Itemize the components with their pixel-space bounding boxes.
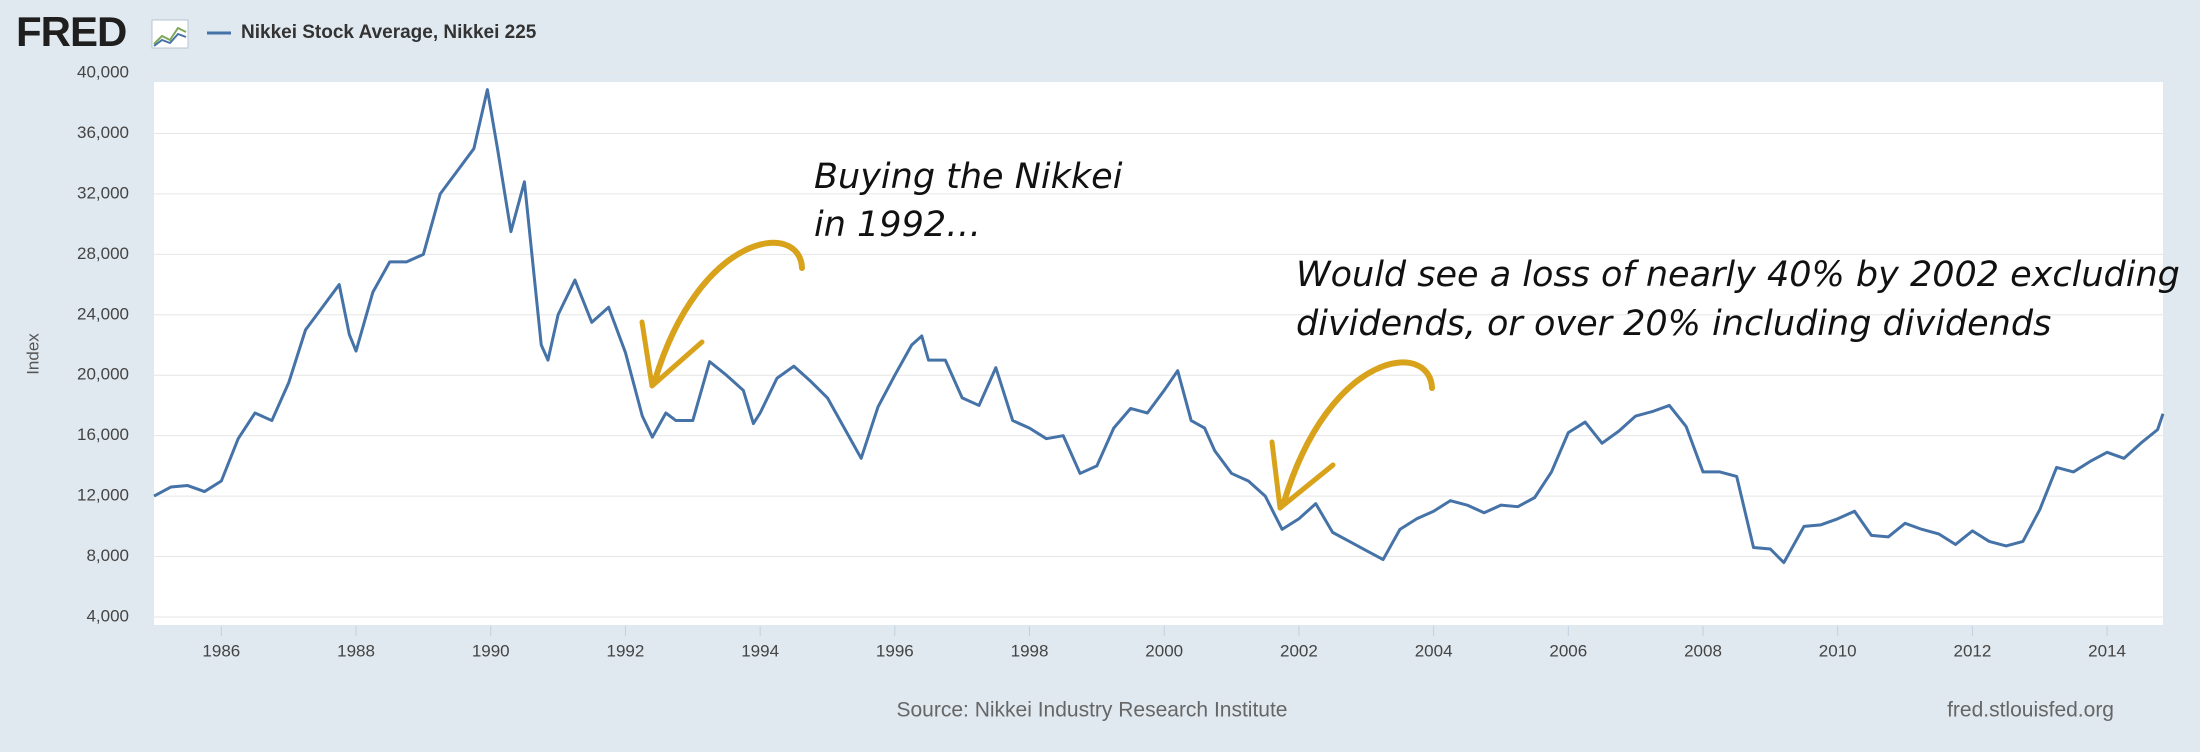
y-tick-label: 32,000	[77, 183, 129, 202]
annotation: in 1992…	[814, 205, 981, 245]
annotation: dividends, or over 20% including dividen…	[1296, 304, 2051, 344]
y-tick-label: 24,000	[77, 304, 129, 323]
arrows	[639, 239, 1435, 511]
data-line	[153, 88, 2165, 565]
y-tick-label: 12,000	[77, 486, 129, 505]
legend-label: Nikkei Stock Average, Nikkei 225	[241, 22, 537, 43]
x-tick-label: 2002	[1280, 641, 1318, 660]
x-tick-label: 1994	[741, 641, 779, 660]
y-tick-label: 8,000	[86, 546, 129, 565]
x-tick-label: 2006	[1549, 641, 1587, 660]
x-tick-label: 2014	[2088, 641, 2126, 660]
site: fred.stlouisfed.org	[1947, 699, 2114, 722]
arrowhead-2002	[1269, 439, 1336, 511]
arrow-2002	[1281, 359, 1435, 505]
x-tick-label: 1992	[607, 641, 645, 660]
arrowhead-1992	[639, 319, 705, 389]
x-tick-label: 2004	[1415, 641, 1453, 660]
annotation: Buying the Nikkei	[814, 157, 1123, 197]
y-tick-label: 36,000	[77, 123, 129, 142]
source: Source: Nikkei Industry Research Institu…	[896, 699, 1287, 722]
x-tick-label: 2008	[1684, 641, 1722, 660]
x-tick-label: 1996	[876, 641, 914, 660]
plot: 4,000 8,000 12,000 16,000 20,000 24,000 28,000…	[77, 62, 2165, 660]
annotation: Would see a loss of nearly 40% by 2002 e…	[1296, 255, 2180, 295]
logo-icon	[151, 19, 189, 49]
arrow-1992	[652, 239, 805, 383]
y-tick-label: 20,000	[77, 365, 129, 384]
y-tick-label: 16,000	[77, 425, 129, 444]
x-tick-label: 1988	[337, 641, 375, 660]
y-tick-label: 4,000	[86, 606, 129, 625]
y-tick-label: 40,000	[77, 62, 129, 81]
x-tick-label: 2012	[1953, 641, 1991, 660]
y-axis-label: Index	[23, 333, 42, 375]
x-tick-label: 1990	[472, 641, 510, 660]
y-tick-label: 28,000	[77, 244, 129, 263]
x-tick-label: 1986	[202, 641, 240, 660]
x-tick-label: 1998	[1011, 641, 1049, 660]
logo: FRED	[16, 8, 126, 55]
x-tick-label: 2010	[1819, 641, 1857, 660]
x-tick-label: 2000	[1145, 641, 1183, 660]
plot-background	[154, 82, 2163, 627]
